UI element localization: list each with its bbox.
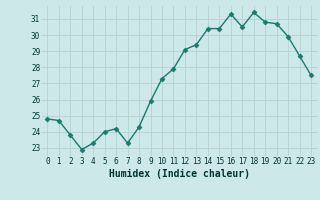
- X-axis label: Humidex (Indice chaleur): Humidex (Indice chaleur): [109, 169, 250, 179]
